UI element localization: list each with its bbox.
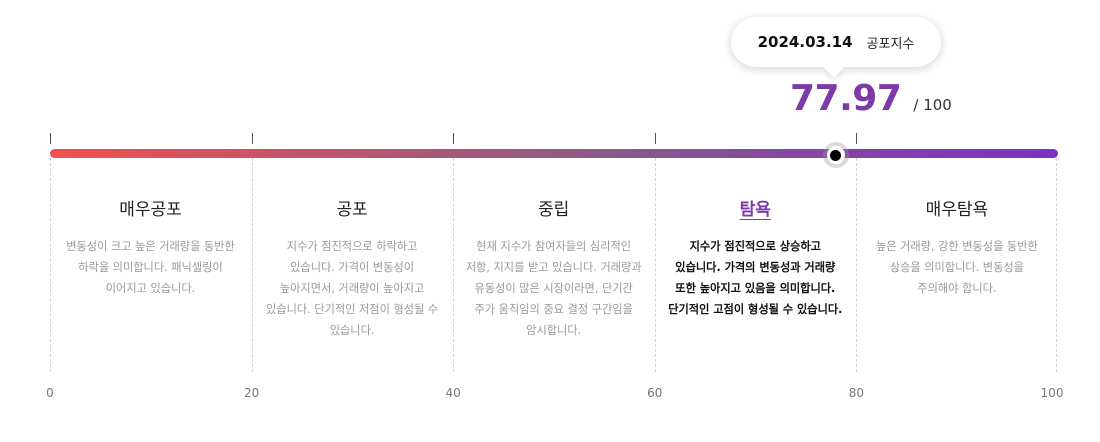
index-max: / 100: [913, 96, 952, 114]
tooltip-date: 2024.03.14: [757, 33, 853, 51]
tooltip-label: 공포지수: [866, 36, 915, 52]
zone-title: 공포: [336, 200, 368, 220]
date-tooltip: 2024.03.14 공포지수: [731, 17, 941, 67]
zone-description: 지수가 점진적으로 상승하고 있습니다. 가격의 변동성과 거래량 또한 높아지…: [668, 240, 843, 316]
scale-tick: [50, 133, 51, 144]
gauge-marker[interactable]: [822, 142, 849, 168]
zone-divider: [50, 158, 51, 372]
zone-title: 탐욕: [739, 200, 771, 220]
zone-title: 중립: [538, 200, 570, 220]
gauge-marker-inner: [826, 146, 845, 164]
scale-tick: [453, 133, 455, 144]
zone-description: 현재 지수가 참여자들의 심리적인 저항, 지지를 받고 있습니다. 거래량과 …: [465, 240, 642, 337]
zone-divider: [251, 158, 253, 372]
index-value-display: 77.97 / 100: [790, 78, 952, 119]
zone-divider: [856, 158, 858, 372]
zone-divider: [453, 158, 455, 372]
zone-divider: [654, 158, 656, 372]
axis-label: 80: [848, 386, 865, 400]
scale-tick: [251, 133, 253, 144]
axis-label: 20: [243, 386, 260, 400]
zone-description: 높은 거래량, 강한 변동성을 동반한 상승을 의미합니다. 변동성을 주의해야…: [875, 240, 1038, 295]
index-value: 77.97: [790, 78, 902, 119]
axis-label: 100: [1040, 386, 1064, 400]
zone-title: 매우공포: [119, 200, 182, 220]
zone-title: 매우탐욕: [925, 200, 989, 220]
scale-tick: [654, 133, 656, 144]
gauge-marker-dot: [830, 149, 842, 161]
axis-label: 0: [46, 386, 54, 400]
zone-divider: [1056, 158, 1057, 372]
zone-description: 변동성이 크고 높은 거래량을 동반한 하락을 의미합니다. 패닉셀링이 이어지…: [66, 240, 235, 295]
scale-tick: [856, 133, 858, 144]
axis-label: 60: [647, 386, 663, 400]
axis-label: 40: [445, 386, 461, 400]
gauge-track: [50, 149, 1058, 158]
zone-description: 지수가 점진적으로 하락하고 있습니다. 가격이 변동성이 높아지면서, 거래량…: [266, 240, 439, 337]
